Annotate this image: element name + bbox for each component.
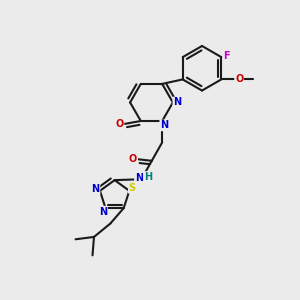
Text: N: N xyxy=(92,184,100,194)
Text: O: O xyxy=(115,119,124,129)
Text: O: O xyxy=(129,154,137,164)
Text: H: H xyxy=(144,172,152,182)
Text: N: N xyxy=(135,173,143,183)
Text: N: N xyxy=(160,120,168,130)
Text: N: N xyxy=(99,207,107,217)
Text: S: S xyxy=(129,183,136,193)
Text: F: F xyxy=(224,51,230,61)
Text: O: O xyxy=(235,74,243,84)
Text: N: N xyxy=(173,98,181,107)
